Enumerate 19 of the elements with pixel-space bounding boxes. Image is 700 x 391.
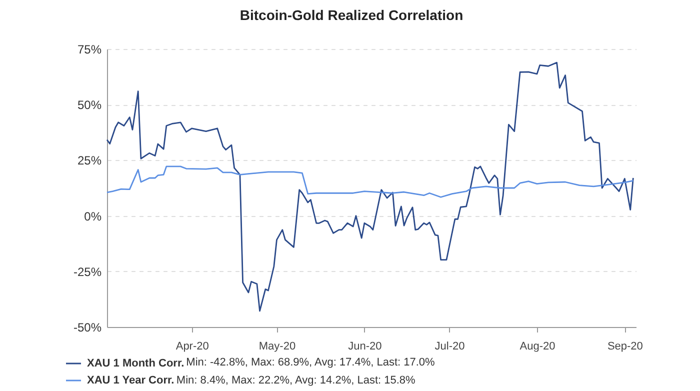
line-series — [106, 62, 634, 312]
x-tick-label: Jun-20 — [348, 340, 382, 352]
y-tick-label: 50% — [77, 98, 102, 112]
text: Min: -42.8%, Max: 68.9%, Avg: 17.4%, Last: 17.0% — [186, 356, 436, 368]
y-tick-label: 75% — [77, 42, 102, 56]
text: Min: 8.4%, Max: 22.2%, Avg: 14.2%, Last: 15.8% — [176, 374, 416, 386]
y-tick-label: -25% — [73, 264, 102, 279]
y-tick-label: 0% — [84, 209, 102, 224]
legend-label: XAU 1 Month Corr. — [87, 358, 184, 370]
x-tick-label: Sep-20 — [607, 340, 643, 352]
chart-title: Bitcoin-Gold Realized Correlation — [240, 7, 464, 23]
legend-label: XAU 1 Year Corr. — [87, 374, 174, 386]
y-tick-label: 25% — [77, 154, 102, 168]
line-series — [106, 166, 634, 198]
x-tick-label: Apr-20 — [176, 340, 209, 352]
x-tick-label: Aug-20 — [520, 340, 556, 352]
x-tick-label: Jul-20 — [434, 340, 465, 352]
x-tick-label: May-20 — [258, 340, 296, 352]
y-tick-label: -50% — [73, 320, 102, 334]
